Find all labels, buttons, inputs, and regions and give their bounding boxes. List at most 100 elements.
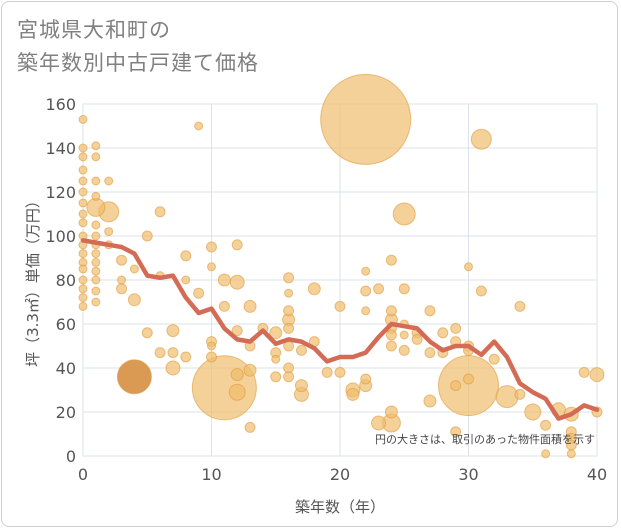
data-bubble (295, 344, 307, 356)
data-bubble (373, 283, 385, 295)
data-bubble (514, 388, 526, 400)
data-bubble (320, 73, 412, 165)
data-bubble (464, 262, 473, 272)
x-tick-label: 0 (78, 465, 88, 484)
data-bubble (450, 322, 462, 334)
data-bubble (321, 366, 333, 378)
data-bubble (78, 218, 88, 228)
data-bubble (360, 373, 372, 385)
data-bubble (578, 366, 590, 378)
bubbles-layer (78, 73, 605, 459)
data-bubble (86, 197, 106, 217)
trend-line-layer (80, 238, 600, 421)
data-bubble (270, 371, 282, 383)
data-bubble (194, 121, 204, 131)
y-tick-label: 40 (56, 359, 76, 378)
y-tick-label: 160 (45, 95, 76, 114)
data-bubble (346, 387, 360, 401)
data-bubble (78, 152, 88, 162)
data-bubble (231, 239, 243, 251)
data-bubble (524, 403, 542, 421)
x-tick-label: 10 (201, 465, 221, 484)
data-bubble (180, 250, 192, 262)
data-bubble (283, 371, 295, 383)
data-bubble (392, 202, 416, 226)
y-tick-label: 20 (56, 403, 76, 422)
data-bubble (166, 324, 180, 338)
data-bubble (283, 305, 295, 317)
data-bubble (437, 327, 449, 339)
data-bubble (91, 152, 101, 162)
chart-title-line-1: 宮城県大和町の (17, 18, 171, 42)
data-bubble (78, 249, 88, 259)
data-bubble (91, 257, 101, 267)
data-bubble (116, 283, 128, 295)
data-bubble (129, 264, 139, 274)
data-bubble (228, 383, 246, 401)
data-bubble (104, 176, 114, 186)
data-bubble (398, 283, 410, 295)
data-bubble (371, 415, 387, 431)
data-bubble (116, 254, 128, 266)
data-bubble (283, 322, 295, 334)
data-bubble (284, 288, 294, 298)
data-bubble (424, 347, 436, 359)
data-bubble (385, 254, 397, 266)
data-bubble (91, 266, 101, 276)
data-bubble (78, 209, 88, 219)
data-bubble (218, 300, 230, 312)
data-bubble (475, 285, 487, 297)
x-tick-label: 30 (458, 465, 478, 484)
data-bubble (180, 351, 192, 363)
data-bubble (566, 449, 576, 459)
data-bubble (154, 206, 166, 218)
data-bubble (495, 385, 519, 409)
data-bubble (450, 380, 462, 392)
data-bubble (411, 333, 423, 345)
x-tick-label: 20 (330, 465, 350, 484)
data-bubble (470, 128, 492, 150)
data-bubble (78, 187, 88, 197)
size-annotation: 円の大きさは、取引のあった物件面積を示す (375, 432, 595, 446)
data-bubble (334, 366, 346, 378)
data-bubble (283, 272, 295, 284)
data-bubble (207, 341, 216, 351)
data-bubble (589, 367, 605, 383)
chart-title: 宮城県大和町の 築年数別中古戸建て価格 (17, 14, 259, 80)
data-bubble (91, 176, 101, 186)
data-bubble (116, 359, 152, 395)
data-bubble (385, 305, 397, 317)
y-tick-label: 140 (45, 139, 76, 158)
data-bubble (450, 426, 462, 438)
data-bubble (269, 326, 283, 340)
data-bubble (361, 266, 371, 276)
data-bubble (438, 355, 499, 417)
data-bubble (78, 176, 88, 186)
data-bubble (244, 421, 256, 433)
data-bubble (78, 301, 88, 311)
data-bubble (206, 241, 217, 253)
chart-title-line-2: 築年数別中古戸建て価格 (17, 51, 259, 75)
data-bubble (514, 300, 526, 312)
data-bubble (207, 262, 216, 272)
data-bubble (294, 379, 308, 393)
data-bubble (423, 394, 437, 408)
data-bubble (243, 363, 257, 377)
data-bubble (167, 347, 179, 359)
data-bubble (78, 264, 88, 274)
data-bubble (104, 227, 114, 237)
data-bubble (181, 275, 191, 285)
data-bubble (206, 351, 217, 363)
data-bubble (91, 231, 101, 241)
data-bubble (78, 114, 88, 124)
data-bubble (385, 340, 397, 352)
data-bubble (165, 360, 181, 376)
data-bubble (91, 191, 101, 201)
data-bubble (307, 282, 321, 296)
axes-layer: 0 20 40 60 80 100 120 140 160 0 10 20 30 40 (45, 95, 607, 484)
data-bubble (488, 353, 500, 365)
data-bubble (78, 165, 88, 175)
y-tick-label: 80 (56, 271, 76, 290)
data-bubble (91, 249, 101, 259)
